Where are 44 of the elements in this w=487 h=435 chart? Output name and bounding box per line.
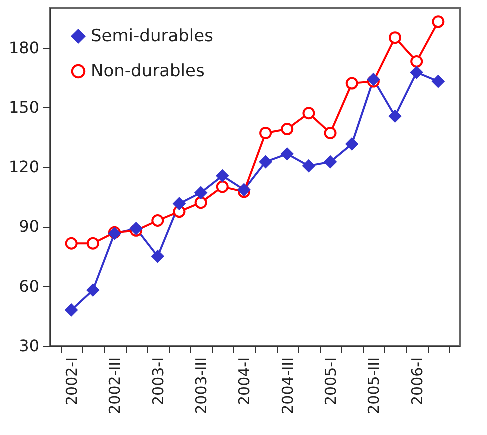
x-tick-label: 2006-I: [408, 358, 426, 406]
point: [65, 237, 78, 250]
point: [432, 75, 445, 88]
x-tick-label: 2005-I: [322, 358, 340, 406]
y-tick-label: 30: [19, 336, 40, 356]
point: [324, 156, 337, 168]
point: [302, 107, 316, 120]
x-tick-label: 2003-I: [149, 358, 168, 406]
point: [152, 214, 164, 227]
point: [346, 77, 358, 90]
point: [260, 156, 272, 168]
point: [86, 237, 100, 250]
point: [173, 198, 186, 210]
point: [216, 170, 229, 182]
point: [389, 32, 402, 44]
point: [410, 66, 424, 79]
y-tick-label: 180: [8, 38, 40, 58]
point: [324, 127, 337, 140]
point: [389, 110, 402, 123]
x-tick-label: 2004-I: [236, 358, 254, 406]
point: [281, 148, 294, 160]
x-tick-label: 2002-III: [106, 358, 124, 414]
point: [432, 16, 445, 28]
point: [410, 55, 424, 68]
point: [194, 186, 208, 200]
legend-label: Non-durables: [91, 62, 205, 82]
point: [281, 123, 294, 136]
point: [346, 138, 358, 150]
point: [65, 304, 78, 316]
point: [86, 284, 100, 297]
x-tick-label: 2004-III: [278, 358, 297, 414]
point: [260, 127, 272, 140]
y-tick-label: 90: [19, 217, 40, 236]
point: [302, 160, 316, 172]
x-tick-label: 2005-III: [365, 358, 384, 414]
y-tick-label: 150: [8, 98, 40, 117]
x-tick-label: 2003-III: [192, 358, 211, 414]
point: [152, 250, 164, 263]
y-tick-label: 120: [8, 158, 40, 177]
legend-label: Semi-durables: [91, 26, 214, 46]
point: [216, 180, 229, 194]
x-tick-label: 2002-I: [63, 358, 82, 406]
point: [194, 196, 208, 210]
y-tick-label: 60: [19, 276, 40, 296]
